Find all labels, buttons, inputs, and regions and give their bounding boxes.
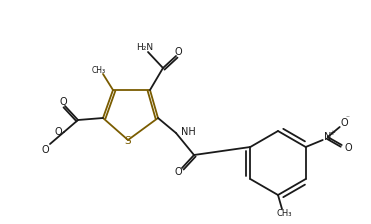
Text: CH₃: CH₃ <box>92 65 106 75</box>
Text: O: O <box>174 47 182 57</box>
Text: H₂N: H₂N <box>137 43 154 52</box>
Text: CH₃: CH₃ <box>276 209 292 218</box>
Text: O: O <box>59 97 67 107</box>
Text: +: + <box>330 130 336 136</box>
Text: O: O <box>41 145 49 155</box>
Text: O: O <box>345 143 352 153</box>
Text: S: S <box>125 136 131 146</box>
Text: O: O <box>341 118 348 128</box>
Text: O: O <box>174 167 182 177</box>
Text: O: O <box>54 127 62 137</box>
Text: ⁻: ⁻ <box>346 114 350 123</box>
Text: N: N <box>324 132 331 142</box>
Text: NH: NH <box>181 127 196 137</box>
